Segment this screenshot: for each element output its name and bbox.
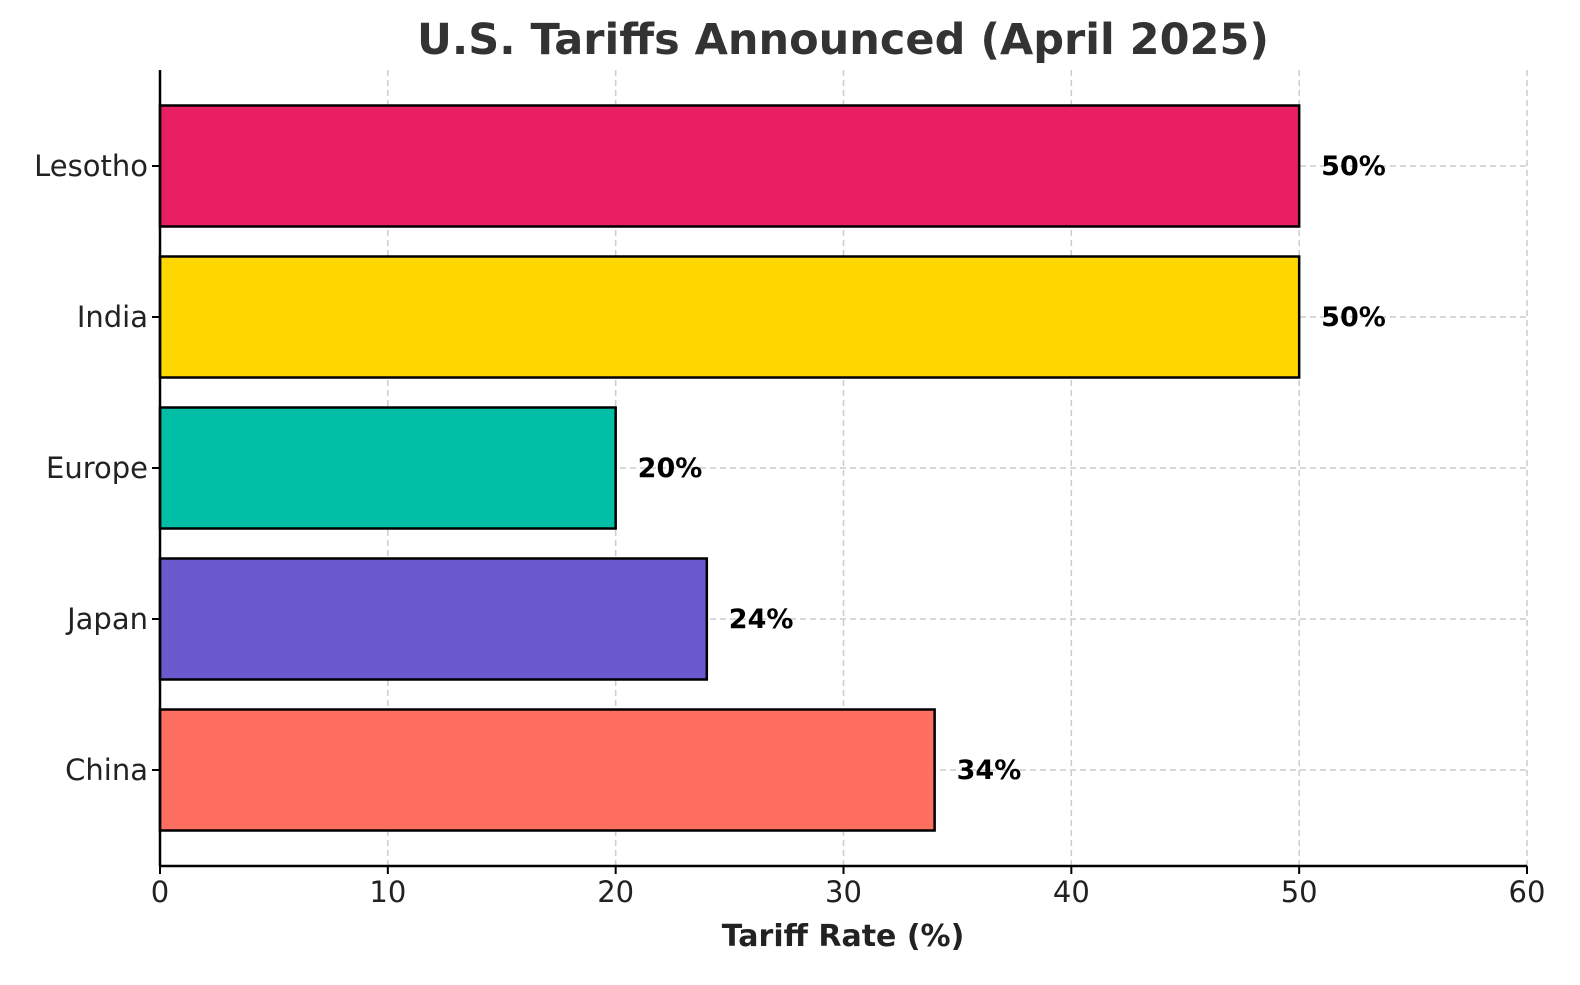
- value-label-china: 34%: [957, 755, 1022, 786]
- x-tick-label: 10: [369, 875, 406, 909]
- x-tick-label: 50: [1281, 875, 1318, 909]
- category-label-china: China: [65, 753, 148, 787]
- x-tick-label: 20: [597, 875, 634, 909]
- value-label-india: 50%: [1321, 302, 1386, 333]
- bar-india: [158, 255, 1301, 379]
- bar-china: [158, 708, 936, 832]
- axis-layer: [152, 70, 1528, 874]
- x-tick-label: 30: [825, 875, 862, 909]
- value-label-europe: 20%: [638, 453, 703, 484]
- bar-japan: [158, 557, 709, 681]
- bar-lesotho: [158, 104, 1301, 228]
- category-label-japan: Japan: [65, 602, 148, 636]
- category-label-europe: Europe: [46, 451, 148, 485]
- x-axis-title: Tariff Rate (%): [722, 919, 965, 954]
- value-label-lesotho: 50%: [1321, 151, 1386, 182]
- chart-title: U.S. Tariffs Announced (April 2025): [417, 15, 1269, 65]
- bar-layer: [158, 104, 1301, 832]
- category-label-lesotho: Lesotho: [34, 149, 148, 183]
- x-tick-label: 60: [1509, 875, 1546, 909]
- x-tick-label: 40: [1053, 875, 1090, 909]
- x-tick-label: 0: [151, 875, 169, 909]
- label-layer: 0 10 20 30 40 50 60 34% China 24% Japan 20% Europe 50…: [34, 149, 1545, 909]
- category-label-india: India: [77, 300, 148, 334]
- value-label-japan: 24%: [729, 604, 794, 635]
- bar-europe: [158, 406, 617, 530]
